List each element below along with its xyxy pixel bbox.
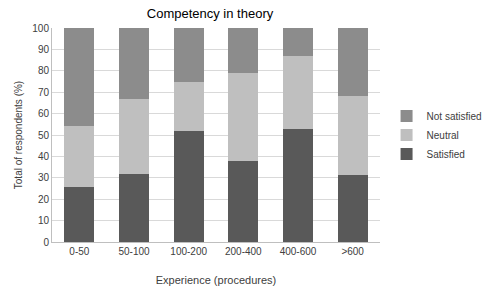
svg-text:400-600: 400-600 xyxy=(280,246,317,257)
svg-text:Not satisfied: Not satisfied xyxy=(427,111,482,122)
svg-text:Satisfied: Satisfied xyxy=(427,149,465,160)
svg-text:Competency in theory: Competency in theory xyxy=(147,6,274,21)
svg-text:100-200: 100-200 xyxy=(170,246,207,257)
svg-text:0: 0 xyxy=(43,237,49,248)
svg-text:200-400: 200-400 xyxy=(225,246,262,257)
svg-text:30: 30 xyxy=(38,172,50,183)
svg-text:Experience (procedures): Experience (procedures) xyxy=(156,274,276,286)
svg-text:90: 90 xyxy=(38,44,50,55)
svg-text:Neutral: Neutral xyxy=(427,130,459,141)
svg-text:10: 10 xyxy=(38,215,50,226)
svg-text:100: 100 xyxy=(32,23,49,34)
svg-text:80: 80 xyxy=(38,65,50,76)
svg-text:20: 20 xyxy=(38,194,50,205)
svg-text:50: 50 xyxy=(38,130,50,141)
svg-text:Total of respondents (%): Total of respondents (%) xyxy=(13,81,24,189)
svg-text:70: 70 xyxy=(38,87,50,98)
svg-text:60: 60 xyxy=(38,108,50,119)
svg-text:40: 40 xyxy=(38,151,50,162)
svg-text:>600: >600 xyxy=(341,246,364,257)
svg-text:50-100: 50-100 xyxy=(118,246,150,257)
svg-text:0-50: 0-50 xyxy=(69,246,89,257)
